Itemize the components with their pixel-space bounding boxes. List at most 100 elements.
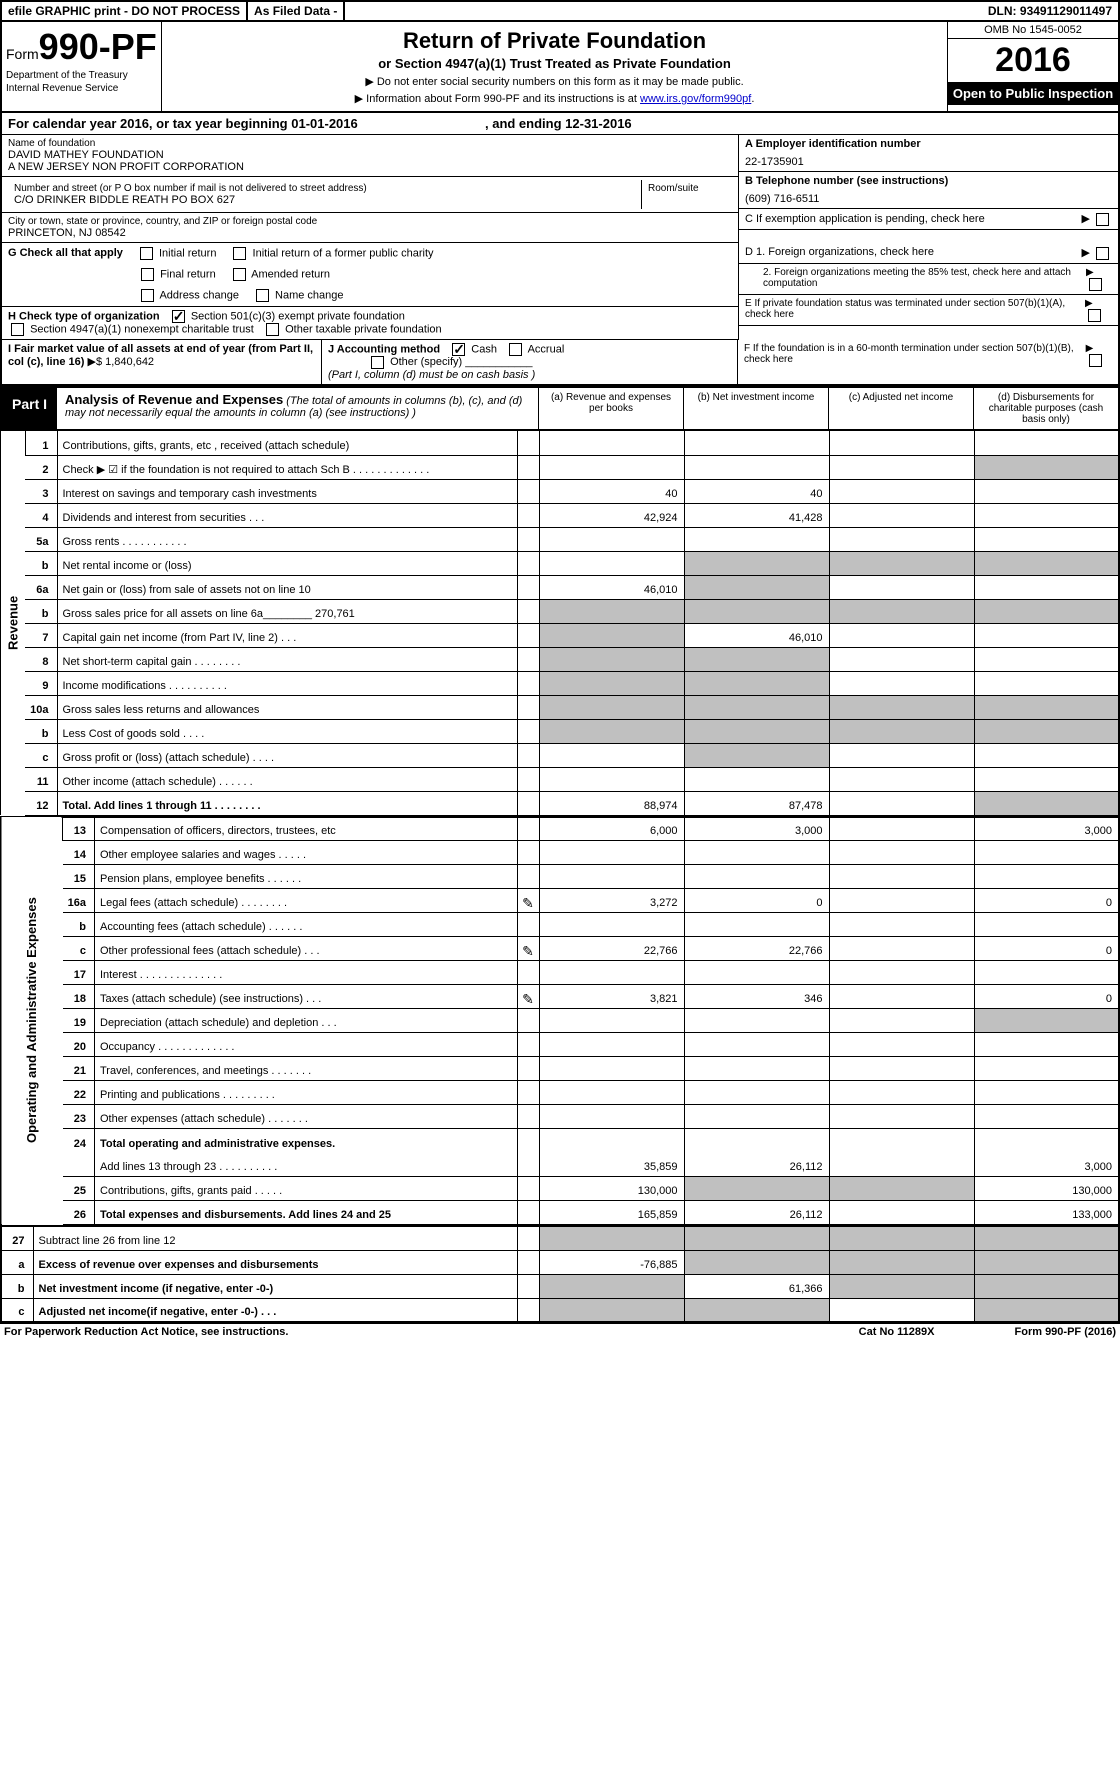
c-checkbox[interactable] [1096, 213, 1109, 226]
amount-cell [829, 1129, 974, 1153]
amount-cell [684, 1129, 829, 1153]
amount-cell [974, 1298, 1119, 1322]
attach-icon [517, 1201, 539, 1225]
amount-cell: 26,112 [684, 1201, 829, 1225]
j-other-checkbox[interactable] [371, 356, 384, 369]
row-desc: Less Cost of goods sold . . . . [57, 719, 517, 743]
g-final-checkbox[interactable] [141, 268, 154, 281]
amount-cell [829, 913, 974, 937]
row-desc: Capital gain net income (from Part IV, l… [57, 623, 517, 647]
row-desc: Interest on savings and temporary cash i… [57, 479, 517, 503]
row-desc: Compensation of officers, directors, tru… [95, 817, 518, 841]
amount-cell: 0 [684, 889, 829, 913]
g-label: G Check all that apply [8, 247, 123, 259]
attach-icon [517, 1250, 539, 1274]
d2-checkbox[interactable] [1089, 278, 1102, 291]
amount-cell [684, 743, 829, 767]
form-page: efile GRAPHIC print - DO NOT PROCESS As … [0, 0, 1120, 1340]
row-desc: Net rental income or (loss) [57, 551, 517, 575]
j-accrual-checkbox[interactable] [509, 343, 522, 356]
f-checkbox[interactable] [1089, 354, 1102, 367]
city-label: City or town, state or province, country… [8, 216, 732, 227]
amount-cell [829, 1250, 974, 1274]
attach-icon[interactable]: ✎ [517, 889, 539, 913]
h-4947-checkbox[interactable] [11, 323, 24, 336]
amount-cell [829, 575, 974, 599]
row-desc: Income modifications . . . . . . . . . . [57, 671, 517, 695]
row-desc: Total expenses and disbursements. Add li… [95, 1201, 518, 1225]
amount-cell [684, 647, 829, 671]
j-cash-checkbox[interactable] [452, 343, 465, 356]
amount-cell [539, 1057, 684, 1081]
amount-cell [539, 841, 684, 865]
amount-cell [829, 1105, 974, 1129]
amount-cell [539, 1274, 684, 1298]
amount-cell [974, 623, 1119, 647]
amount-cell [829, 527, 974, 551]
omb-number: OMB No 1545-0052 [948, 22, 1118, 39]
amount-cell [974, 503, 1119, 527]
amount-cell: 88,974 [539, 791, 684, 815]
row-desc: Net short-term capital gain . . . . . . … [57, 647, 517, 671]
g-amended-checkbox[interactable] [233, 268, 246, 281]
amount-cell: 133,000 [974, 1201, 1119, 1225]
amount-cell [829, 1057, 974, 1081]
row-num: 13 [63, 817, 95, 841]
g-initial-former-checkbox[interactable] [233, 247, 246, 260]
attach-icon [517, 1081, 539, 1105]
form-header: Form990-PF Department of the Treasury In… [0, 22, 1120, 113]
amount-cell [829, 671, 974, 695]
amount-cell [829, 479, 974, 503]
form-subtitle: or Section 4947(a)(1) Trust Treated as P… [172, 56, 937, 71]
g-initial-checkbox[interactable] [140, 247, 153, 260]
row-desc: Other expenses (attach schedule) . . . .… [95, 1105, 518, 1129]
footer-right: Form 990-PF (2016) [1015, 1326, 1117, 1338]
amount-cell [974, 1250, 1119, 1274]
amount-cell [974, 791, 1119, 815]
amount-cell [684, 1226, 829, 1250]
attach-icon [517, 575, 539, 599]
amount-cell: 3,821 [539, 985, 684, 1009]
amount-cell [974, 1274, 1119, 1298]
irs-link[interactable]: www.irs.gov/form990pf [640, 93, 751, 105]
amount-cell [684, 1033, 829, 1057]
g-name-checkbox[interactable] [256, 289, 269, 302]
row-desc: Depreciation (attach schedule) and deple… [95, 1009, 518, 1033]
amount-cell: 0 [974, 985, 1119, 1009]
amount-cell [539, 527, 684, 551]
amount-cell [974, 841, 1119, 865]
row-num: 1 [25, 431, 57, 455]
amount-cell [829, 791, 974, 815]
amount-cell: 42,924 [539, 503, 684, 527]
d1-checkbox[interactable] [1096, 247, 1109, 260]
phone-label: B Telephone number (see instructions) [745, 175, 948, 187]
attach-icon [517, 599, 539, 623]
amount-cell [539, 695, 684, 719]
amount-cell: 61,366 [684, 1274, 829, 1298]
amount-cell [684, 695, 829, 719]
g-address-checkbox[interactable] [141, 289, 154, 302]
amount-cell [829, 1009, 974, 1033]
h-501c3-checkbox[interactable] [172, 310, 185, 323]
amount-cell: 41,428 [684, 503, 829, 527]
row-desc: Check ▶ ☑ if the foundation is not requi… [57, 455, 517, 479]
amount-cell: 87,478 [684, 791, 829, 815]
form-note2: ▶ Information about Form 990-PF and its … [172, 92, 937, 105]
h-other-checkbox[interactable] [266, 323, 279, 336]
row-desc: Other employee salaries and wages . . . … [95, 841, 518, 865]
amount-cell [539, 1009, 684, 1033]
amount-cell [539, 551, 684, 575]
amount-cell [539, 767, 684, 791]
attach-icon[interactable]: ✎ [517, 985, 539, 1009]
amount-cell [539, 455, 684, 479]
row-desc: Occupancy . . . . . . . . . . . . . [95, 1033, 518, 1057]
row-num: b [63, 913, 95, 937]
e-checkbox[interactable] [1088, 309, 1101, 322]
attach-icon[interactable]: ✎ [517, 937, 539, 961]
amount-cell [829, 889, 974, 913]
amount-cell [829, 551, 974, 575]
amount-cell [974, 1105, 1119, 1129]
amount-cell [829, 817, 974, 841]
col-b-head: (b) Net investment income [683, 388, 828, 429]
row-num: 2 [25, 455, 57, 479]
